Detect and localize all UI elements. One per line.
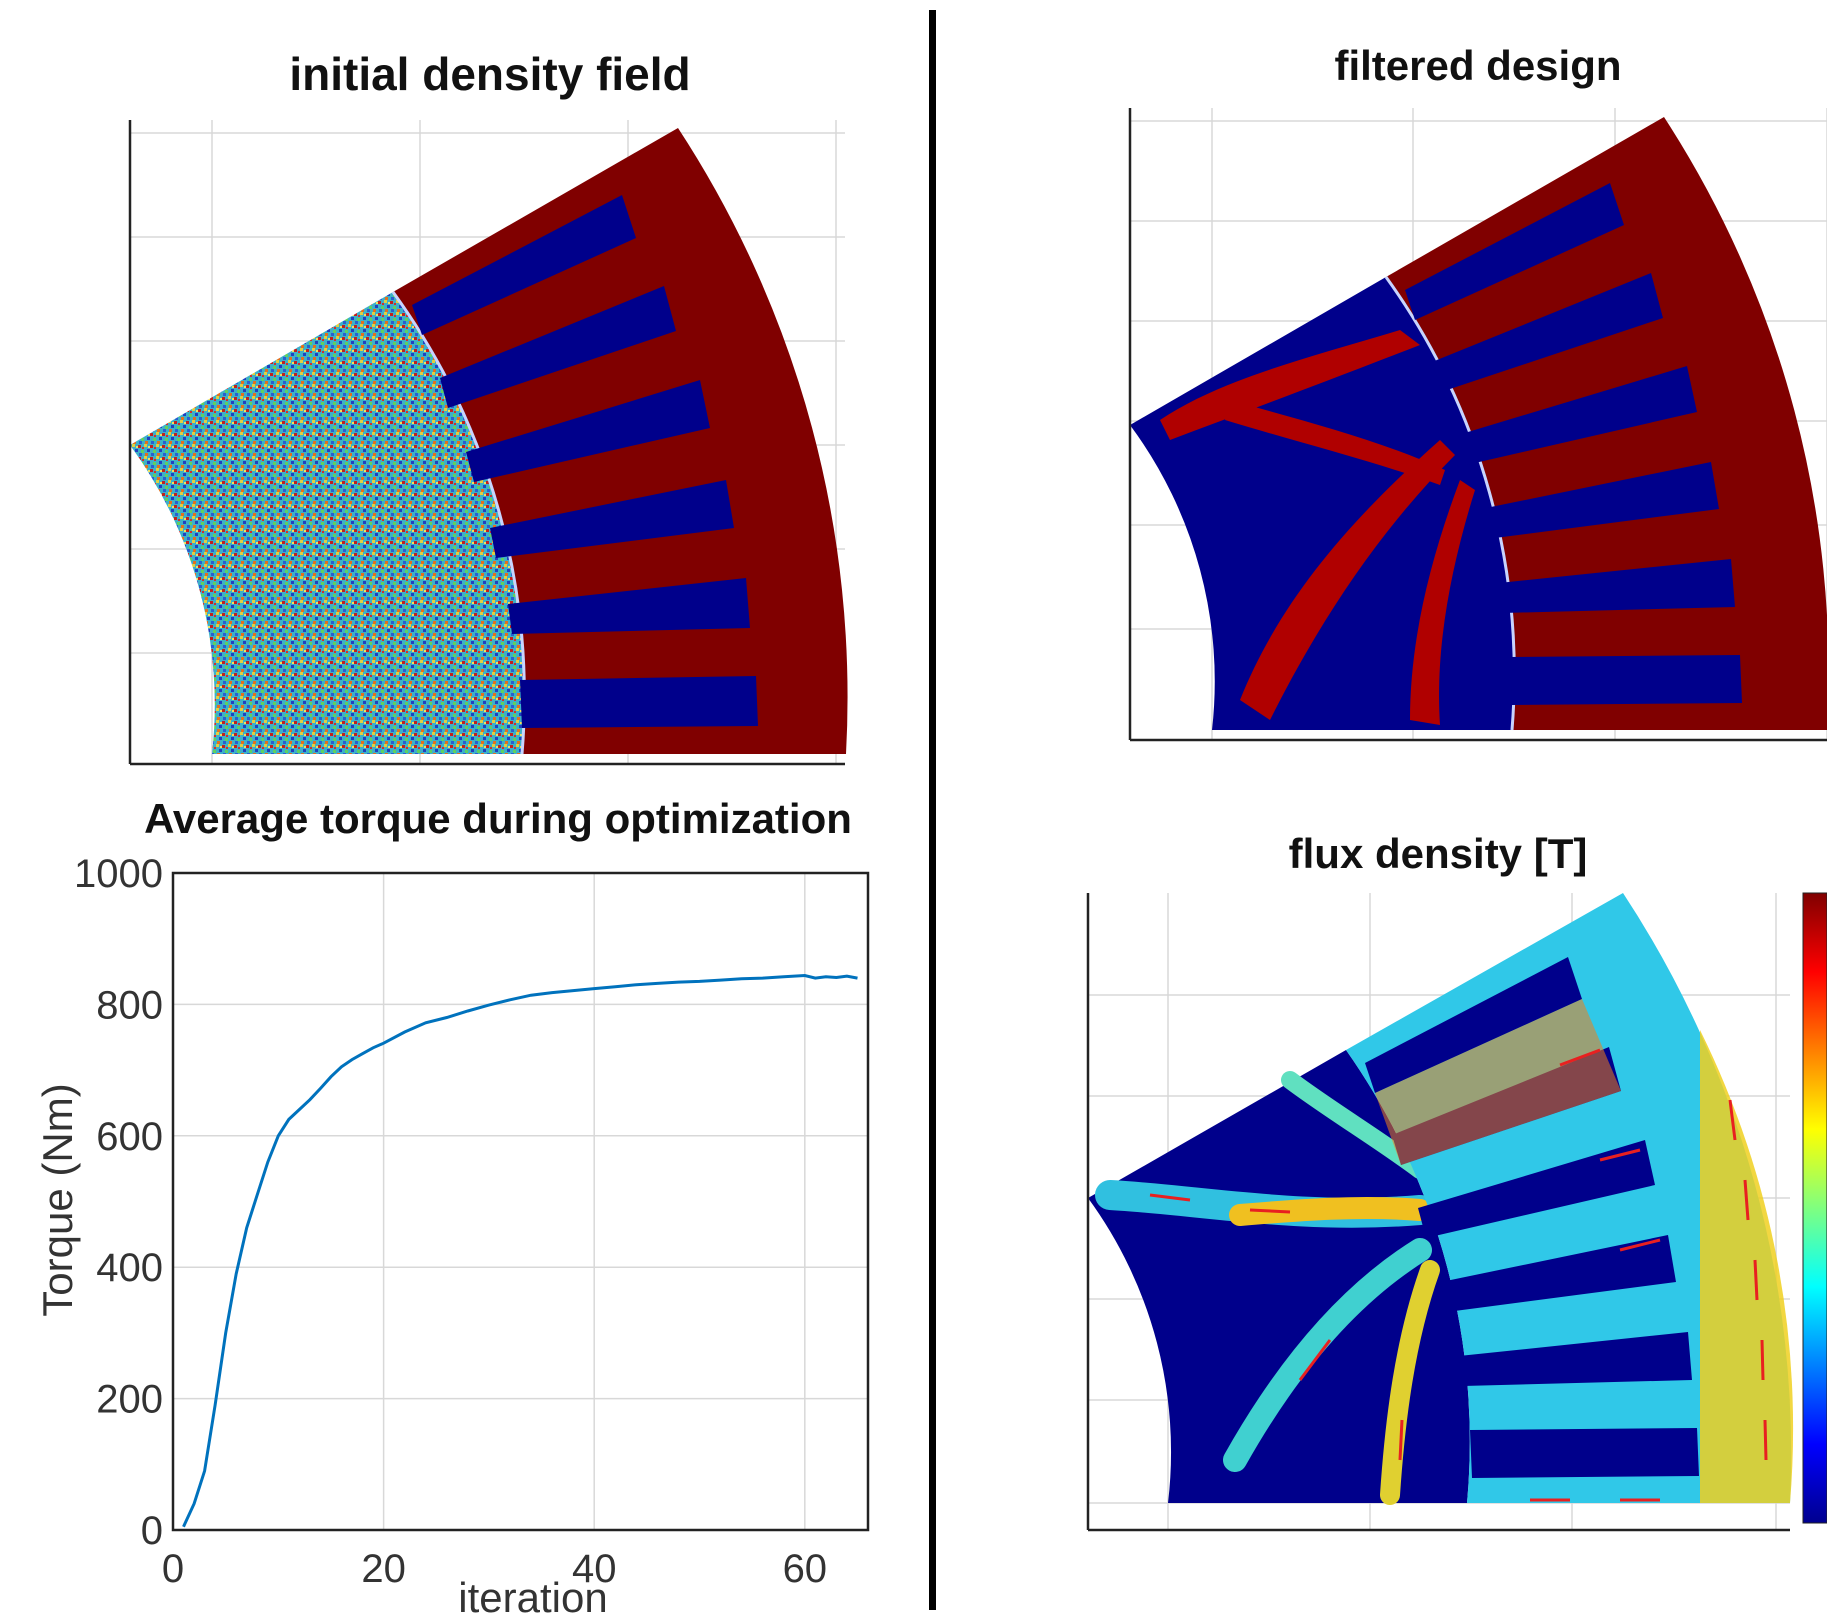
filtered-design-title: filtered design	[1334, 42, 1621, 89]
initial-stator-slots	[412, 195, 758, 728]
torque-y-tick-label: 1000	[74, 852, 163, 896]
initial-density-panel: initial density field	[128, 48, 848, 766]
flux-rotor-region	[1088, 1050, 1470, 1503]
slot-6	[520, 676, 758, 728]
torque-y-tick-label: 0	[141, 1509, 163, 1553]
torque-y-tick-label: 600	[96, 1115, 163, 1159]
slot-4	[1441, 1235, 1676, 1312]
slot-5	[1459, 1332, 1692, 1386]
filtered-rotor-iron	[1160, 330, 1475, 725]
torque-x-axis-label: iteration	[458, 1574, 607, 1618]
torque-x-tick-label: 60	[783, 1547, 828, 1591]
flux-density-axes	[1086, 893, 1790, 1532]
rotor-iron-branch-1	[1160, 330, 1420, 440]
slot-2	[440, 286, 676, 408]
flux-vector-field	[1149, 1048, 1768, 1502]
slot-6	[1470, 1428, 1699, 1478]
rotor-iron-branch-2	[1240, 440, 1455, 720]
flux-path-4	[1380, 1260, 1440, 1505]
torque-x-tick-label: 0	[162, 1547, 184, 1591]
slot-4	[490, 480, 734, 558]
flux-density-title: flux density [T]	[1289, 830, 1588, 877]
flux-hot-tooth	[1375, 999, 1621, 1165]
torque-series-line	[182, 973, 858, 1528]
slot-6	[1510, 655, 1742, 705]
initial-density-axes	[128, 120, 845, 766]
flux-stator-yoke	[1700, 1030, 1794, 1503]
slot-3	[1418, 1140, 1655, 1238]
slot-2	[1432, 273, 1663, 392]
flux-path-3	[1223, 1238, 1432, 1472]
slot-3	[466, 380, 710, 482]
torque-y-tick-label: 400	[96, 1246, 163, 1290]
rotor-iron-branch-3	[1410, 480, 1475, 725]
filtered-stator-slots	[1405, 183, 1742, 705]
flux-path-2	[1229, 1196, 1431, 1226]
torque-plot-frame	[171, 871, 870, 1532]
rotor-iron-branch-4	[1225, 400, 1445, 485]
slot-5	[1499, 559, 1735, 613]
initial-rotor-region	[130, 292, 525, 754]
panel-divider	[929, 10, 936, 1610]
filtered-design-panel: filtered design	[1128, 42, 1827, 742]
flux-density-panel: flux density [T]	[1086, 830, 1827, 1532]
slot-4	[1481, 462, 1719, 539]
torque-y-axis-label: Torque (Nm)	[34, 1083, 81, 1316]
flux-colorbar	[1802, 892, 1827, 1524]
initial-density-title: initial density field	[289, 48, 690, 100]
torque-x-tick-label: 40	[572, 1547, 617, 1591]
torque-x-tick-label: 20	[361, 1547, 406, 1591]
slot-1	[412, 195, 636, 335]
torque-y-tick-label: 800	[96, 983, 163, 1027]
filtered-design-axes	[1128, 108, 1827, 742]
torque-chart-title: Average torque during optimization	[144, 795, 852, 842]
slot-1	[1365, 957, 1582, 1093]
slot-3	[1458, 366, 1697, 465]
slot-5	[508, 578, 750, 634]
torque-chart: Average torque during optimization Torqu…	[34, 795, 870, 1618]
slot-1	[1405, 183, 1624, 320]
torque-grid	[172, 872, 868, 1531]
torque-y-tick-label: 200	[96, 1378, 163, 1422]
